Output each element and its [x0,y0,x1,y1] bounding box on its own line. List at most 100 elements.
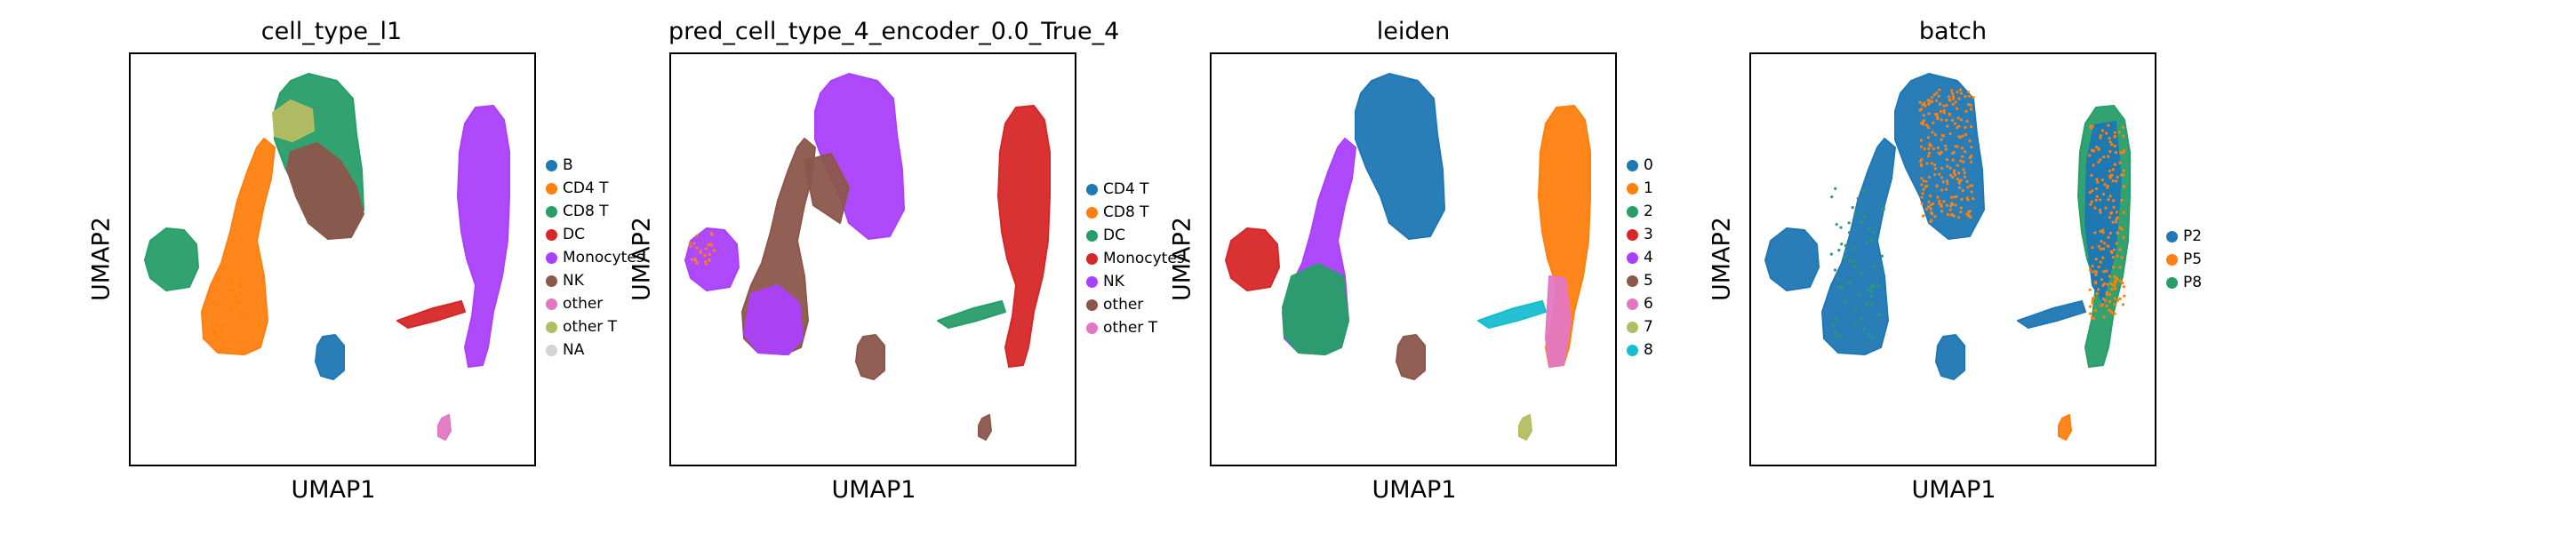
y-axis-label-batch: UMAP2 [1708,217,1736,301]
legend-marker [546,182,557,195]
cluster-monocytes [997,105,1051,368]
cluster-nk-top [814,73,905,240]
legend-item: CD4 T [1086,178,1185,201]
legend-marker [1627,159,1638,171]
legend-label: Monocytes [563,249,644,266]
legend-marker [1086,229,1098,242]
batch-mix-p5-right [2088,123,2126,321]
legend-marker [546,205,557,218]
legend-marker [546,159,557,171]
legend-label: Monocytes [1103,250,1185,267]
batch-arm [1821,138,1896,355]
legend-item: CD8 T [1086,201,1185,224]
legend-label: 2 [1644,203,1653,220]
legend-label: 6 [1644,295,1653,313]
legend-label: 3 [1644,226,1653,243]
batch-mix-p5-top [1918,88,1975,224]
legend-marker [1627,182,1638,195]
cluster-8 [1477,300,1547,329]
legend-marker [546,251,557,264]
plot-area-cell-type-l1 [129,52,536,466]
legend-item: B [546,154,644,177]
legend-marker [1627,251,1638,264]
cluster-7 [1518,414,1532,441]
legend-label: 8 [1644,341,1653,359]
legend-marker [1086,252,1098,265]
legend-marker [546,298,557,310]
legend-label: other [1103,296,1144,314]
legend-item: 8 [1627,338,1653,362]
legend-label: 5 [1644,272,1653,290]
legend-marker [1086,275,1098,288]
legend-marker [1086,298,1098,311]
legend-item: other T [1086,316,1185,339]
plot-area-batch [1749,52,2156,466]
umap-scatter-batch [1764,73,2131,441]
x-axis-label-pred-cell-type: UMAP1 [831,476,916,504]
legend-label: CD8 T [1103,203,1149,221]
legend-item: 1 [1627,177,1653,200]
legend-item: Monocytes [1086,247,1185,270]
legend-item: NK [546,269,644,292]
legend-label: CD8 T [563,203,609,220]
x-axis-label-cell-type-l1: UMAP1 [291,476,376,504]
cluster-2 [1282,263,1349,355]
legend-marker [1086,183,1098,195]
cluster-cd4t [201,138,276,355]
legend-item: 3 [1627,223,1653,246]
legend-label: 0 [1644,156,1653,174]
legend-label: B [563,156,573,174]
legend-item: P8 [2166,271,2202,294]
umap-scatter-cell-type-l1 [144,73,510,441]
cluster-dc-tail [937,300,1006,329]
legend-label: DC [563,226,585,243]
legend-item: 4 [1627,246,1653,269]
legend-label: P5 [2183,251,2203,268]
legend-marker [546,274,557,287]
legend-item: Monocytes [546,246,644,269]
legend-pred-cell-type: CD4 T CD8 T DC Monocytes NK other other T [1086,178,1185,339]
legend-item: CD4 T [546,177,644,200]
legend-label: CD4 T [1103,180,1149,198]
plot-area-pred-cell-type [669,52,1076,466]
legend-marker [1627,274,1638,287]
cluster-monocytes-tiny [978,414,992,441]
legend-label: NA [563,341,585,359]
legend-leiden: 0 1 2 3 4 5 6 7 8 [1627,154,1653,362]
legend-marker [1627,344,1638,356]
legend-item: 2 [1627,200,1653,223]
legend-label: P8 [2183,274,2203,291]
cluster-other [437,414,452,441]
umap-scatter-leiden [1225,73,1591,441]
y-axis-label-cell-type-l1: UMAP2 [87,217,116,301]
cluster-monocytes [457,105,510,368]
x-axis-label-batch: UMAP1 [1911,476,1996,504]
cluster-nk-lower [743,284,804,355]
panel-title-batch: batch [1918,18,1988,45]
legend-label: NK [1103,273,1124,290]
panel-title-cell-type-l1: cell_type_l1 [260,18,403,45]
legend-label: other T [563,318,618,336]
x-axis-label-leiden: UMAP1 [1372,476,1457,504]
cluster-nk-small [684,227,740,291]
legend-item: DC [546,223,644,246]
cluster-5 [1396,334,1426,380]
legend-item: other T [546,315,644,338]
legend-marker [546,228,557,241]
legend-item: 5 [1627,269,1653,292]
cluster-dc [396,300,466,329]
batch-top [1894,73,1985,240]
cluster-nk [286,142,364,240]
legend-item: NK [1086,270,1185,293]
cluster-3 [1225,227,1280,291]
legend-item: P2 [2166,225,2202,248]
legend-item: NA [546,338,644,362]
scatter-specks [688,231,716,266]
cluster-cd8t-small [144,227,199,291]
legend-marker [1086,322,1098,334]
legend-marker [1627,228,1638,241]
batch-mix-p8-arm [1829,187,1885,339]
legend-marker [2166,230,2178,243]
batch-tail [2017,300,2086,329]
legend-marker [1627,321,1638,333]
